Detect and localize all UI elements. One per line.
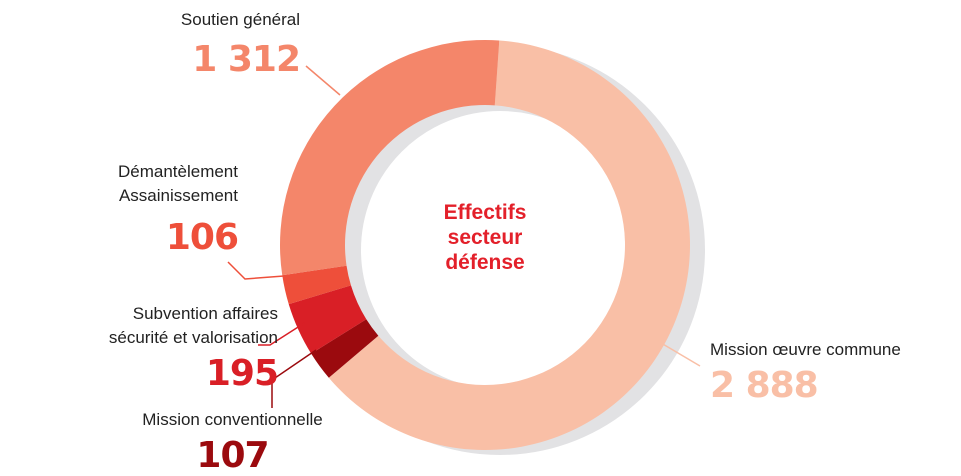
value-label: 2 888 xyxy=(710,365,819,406)
category-label: Subvention affaires sécurité et valorisa… xyxy=(108,304,278,347)
category-label: Mission conventionnelle xyxy=(142,410,323,429)
donut-segment xyxy=(311,319,379,378)
category-label: Mission œuvre commune xyxy=(710,340,901,359)
value-label: 107 xyxy=(196,435,269,476)
value-label: 195 xyxy=(205,353,279,394)
category-label: Soutien général xyxy=(180,10,300,29)
donut-segment xyxy=(328,40,691,451)
leader-line xyxy=(271,349,317,408)
leader-line xyxy=(227,261,285,280)
leader-line xyxy=(258,321,307,346)
category-label: Démantèlement Assainissement xyxy=(117,162,238,205)
donut-segment xyxy=(282,265,351,305)
donut-segment xyxy=(280,40,500,276)
leader-lines xyxy=(227,65,701,408)
value-label: 106 xyxy=(165,217,239,258)
donut-segment xyxy=(288,285,367,354)
center-title: Effectifs secteur défense xyxy=(443,201,527,274)
leader-line xyxy=(305,65,341,96)
value-label: 1 312 xyxy=(192,39,301,80)
leader-line xyxy=(655,339,701,367)
